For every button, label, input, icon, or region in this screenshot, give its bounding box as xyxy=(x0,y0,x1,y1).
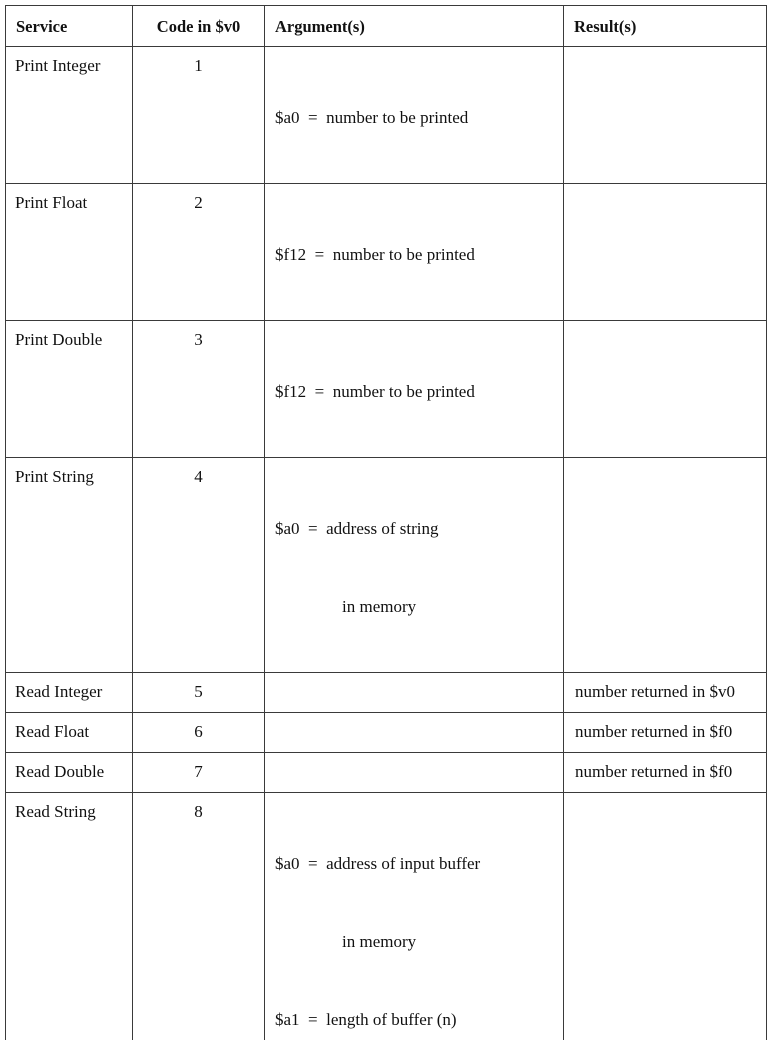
service-cell: Print Double xyxy=(6,321,133,458)
argument-cell: $a0 = address of input buffer in memory … xyxy=(265,793,564,1040)
table-row: Print Float 2 $f12 = number to be printe… xyxy=(6,184,767,321)
argument-cell xyxy=(265,753,564,793)
code-cell: 6 xyxy=(133,713,265,753)
code-cell: 4 xyxy=(133,458,265,673)
argument-cell: $f12 = number to be printed xyxy=(265,184,564,321)
result-cell xyxy=(564,47,767,184)
service-cell: Print Float xyxy=(6,184,133,321)
argument-cell: $a0 = number to be printed xyxy=(265,47,564,184)
argument-line: $f12 = number to be printed xyxy=(275,242,563,268)
code-cell: 5 xyxy=(133,673,265,713)
service-cell: Read Double xyxy=(6,753,133,793)
argument-cell xyxy=(265,713,564,753)
result-cell xyxy=(564,321,767,458)
header-code: Code in $v0 xyxy=(133,6,265,47)
argument-cell: $a0 = address of string in memory xyxy=(265,458,564,673)
argument-line: $f12 = number to be printed xyxy=(275,379,563,405)
result-cell xyxy=(564,793,767,1040)
header-row: Service Code in $v0 Argument(s) Result(s… xyxy=(6,6,767,47)
table-row: Read String 8 $a0 = address of input buf… xyxy=(6,793,767,1040)
argument-line: $a1 = length of buffer (n) xyxy=(275,1007,563,1033)
argument-cell xyxy=(265,673,564,713)
argument-line: $a0 = number to be printed xyxy=(275,105,563,131)
code-cell: 3 xyxy=(133,321,265,458)
header-results: Result(s) xyxy=(564,6,767,47)
code-cell: 8 xyxy=(133,793,265,1040)
service-cell: Read String xyxy=(6,793,133,1040)
table-row: Print Integer 1 $a0 = number to be print… xyxy=(6,47,767,184)
service-cell: Print String xyxy=(6,458,133,673)
header-arguments: Argument(s) xyxy=(265,6,564,47)
code-cell: 1 xyxy=(133,47,265,184)
result-cell: number returned in $f0 xyxy=(564,753,767,793)
result-cell xyxy=(564,458,767,673)
result-cell: number returned in $v0 xyxy=(564,673,767,713)
service-cell: Read Integer xyxy=(6,673,133,713)
service-cell: Read Float xyxy=(6,713,133,753)
argument-line: in memory xyxy=(275,594,563,620)
table-row: Print String 4 $a0 = address of string i… xyxy=(6,458,767,673)
argument-cell: $f12 = number to be printed xyxy=(265,321,564,458)
service-cell: Print Integer xyxy=(6,47,133,184)
table-row: Print Double 3 $f12 = number to be print… xyxy=(6,321,767,458)
result-cell xyxy=(564,184,767,321)
syscall-table: Service Code in $v0 Argument(s) Result(s… xyxy=(5,5,767,1040)
header-service: Service xyxy=(6,6,133,47)
table-row: Read Integer 5 number returned in $v0 xyxy=(6,673,767,713)
table-row: Read Double 7 number returned in $f0 xyxy=(6,753,767,793)
code-cell: 7 xyxy=(133,753,265,793)
result-cell: number returned in $f0 xyxy=(564,713,767,753)
argument-line: in memory xyxy=(275,929,563,955)
argument-line: $a0 = address of input buffer xyxy=(275,851,563,877)
code-cell: 2 xyxy=(133,184,265,321)
table-row: Read Float 6 number returned in $f0 xyxy=(6,713,767,753)
